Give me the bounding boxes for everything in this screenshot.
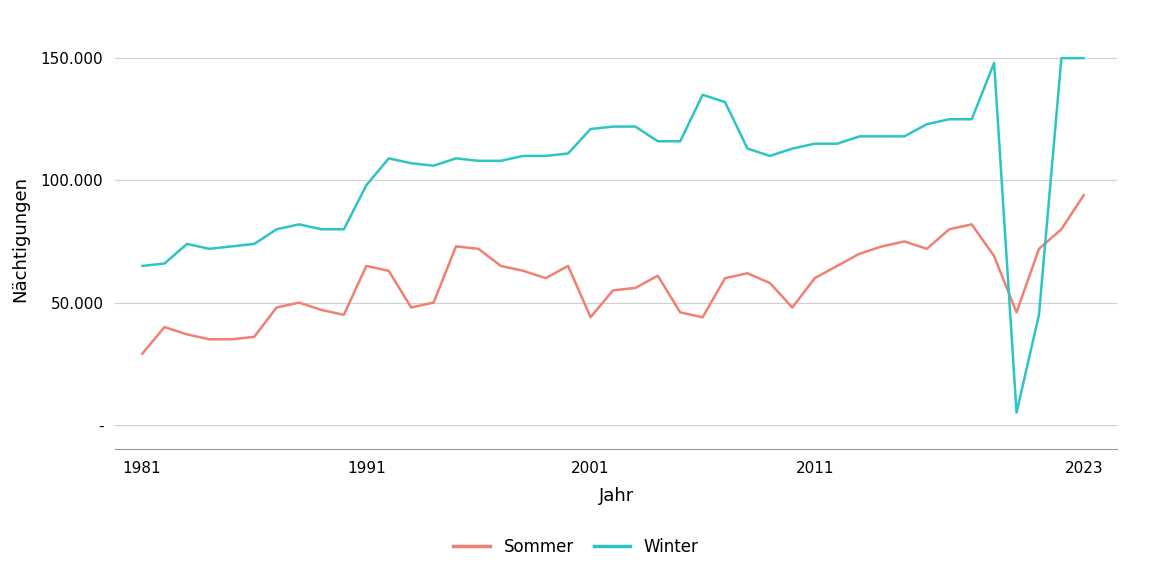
Sommer <box>1054 226 1068 233</box>
Winter <box>471 157 485 164</box>
Sommer <box>831 263 844 270</box>
Sommer <box>293 299 306 306</box>
Sommer <box>248 334 262 340</box>
Y-axis label: Nächtigungen: Nächtigungen <box>12 176 30 302</box>
Sommer <box>741 270 755 276</box>
Sommer <box>606 287 620 294</box>
Sommer <box>718 275 732 282</box>
Sommer <box>225 336 238 343</box>
Sommer <box>359 263 373 270</box>
Winter <box>852 133 866 140</box>
Winter <box>248 240 262 247</box>
Winter <box>293 221 306 228</box>
Winter <box>225 243 238 250</box>
Winter <box>584 126 598 132</box>
Sommer <box>1032 245 1046 252</box>
Sommer <box>852 250 866 257</box>
Winter <box>314 226 328 233</box>
Winter <box>449 155 463 162</box>
Sommer <box>584 314 598 321</box>
Winter <box>180 240 194 247</box>
Winter <box>651 138 665 145</box>
Winter <box>741 145 755 152</box>
Sommer <box>158 324 172 331</box>
Winter <box>561 150 575 157</box>
Winter <box>270 226 283 233</box>
Sommer <box>539 275 553 282</box>
Sommer <box>314 306 328 313</box>
Winter <box>516 153 530 160</box>
Sommer <box>494 263 508 270</box>
Winter <box>718 98 732 105</box>
Sommer <box>1009 309 1023 316</box>
Winter <box>763 153 776 160</box>
X-axis label: Jahr: Jahr <box>599 487 634 505</box>
Winter <box>1009 409 1023 416</box>
Winter <box>897 133 911 140</box>
Sommer <box>876 243 889 250</box>
Sommer <box>942 226 956 233</box>
Sommer <box>203 336 217 343</box>
Sommer <box>516 267 530 274</box>
Winter <box>920 121 934 128</box>
Sommer <box>673 309 687 316</box>
Winter <box>831 140 844 147</box>
Sommer <box>629 285 643 291</box>
Winter <box>135 263 149 270</box>
Sommer <box>270 304 283 311</box>
Sommer <box>763 279 776 286</box>
Sommer <box>338 312 351 319</box>
Winter <box>964 116 978 123</box>
Winter <box>786 145 799 152</box>
Winter <box>942 116 956 123</box>
Winter <box>987 59 1001 66</box>
Sommer <box>180 331 194 338</box>
Sommer <box>786 304 799 311</box>
Winter <box>876 133 889 140</box>
Legend: Sommer, Winter: Sommer, Winter <box>454 538 698 556</box>
Winter <box>539 153 553 160</box>
Sommer <box>1077 192 1091 199</box>
Winter <box>696 92 710 98</box>
Winter <box>606 123 620 130</box>
Sommer <box>381 267 395 274</box>
Sommer <box>808 275 821 282</box>
Sommer <box>135 350 149 357</box>
Winter <box>1032 312 1046 319</box>
Winter <box>673 138 687 145</box>
Winter <box>1054 55 1068 62</box>
Winter <box>494 157 508 164</box>
Winter <box>426 162 440 169</box>
Sommer <box>449 243 463 250</box>
Winter <box>808 140 821 147</box>
Winter <box>1077 55 1091 62</box>
Sommer <box>987 253 1001 260</box>
Sommer <box>404 304 418 311</box>
Winter <box>359 182 373 189</box>
Line: Winter: Winter <box>142 58 1084 412</box>
Winter <box>381 155 395 162</box>
Winter <box>158 260 172 267</box>
Sommer <box>471 245 485 252</box>
Sommer <box>561 263 575 270</box>
Winter <box>338 226 351 233</box>
Sommer <box>426 299 440 306</box>
Line: Sommer: Sommer <box>142 195 1084 354</box>
Sommer <box>920 245 934 252</box>
Sommer <box>897 238 911 245</box>
Winter <box>404 160 418 166</box>
Sommer <box>964 221 978 228</box>
Sommer <box>651 272 665 279</box>
Winter <box>629 123 643 130</box>
Winter <box>203 245 217 252</box>
Sommer <box>696 314 710 321</box>
